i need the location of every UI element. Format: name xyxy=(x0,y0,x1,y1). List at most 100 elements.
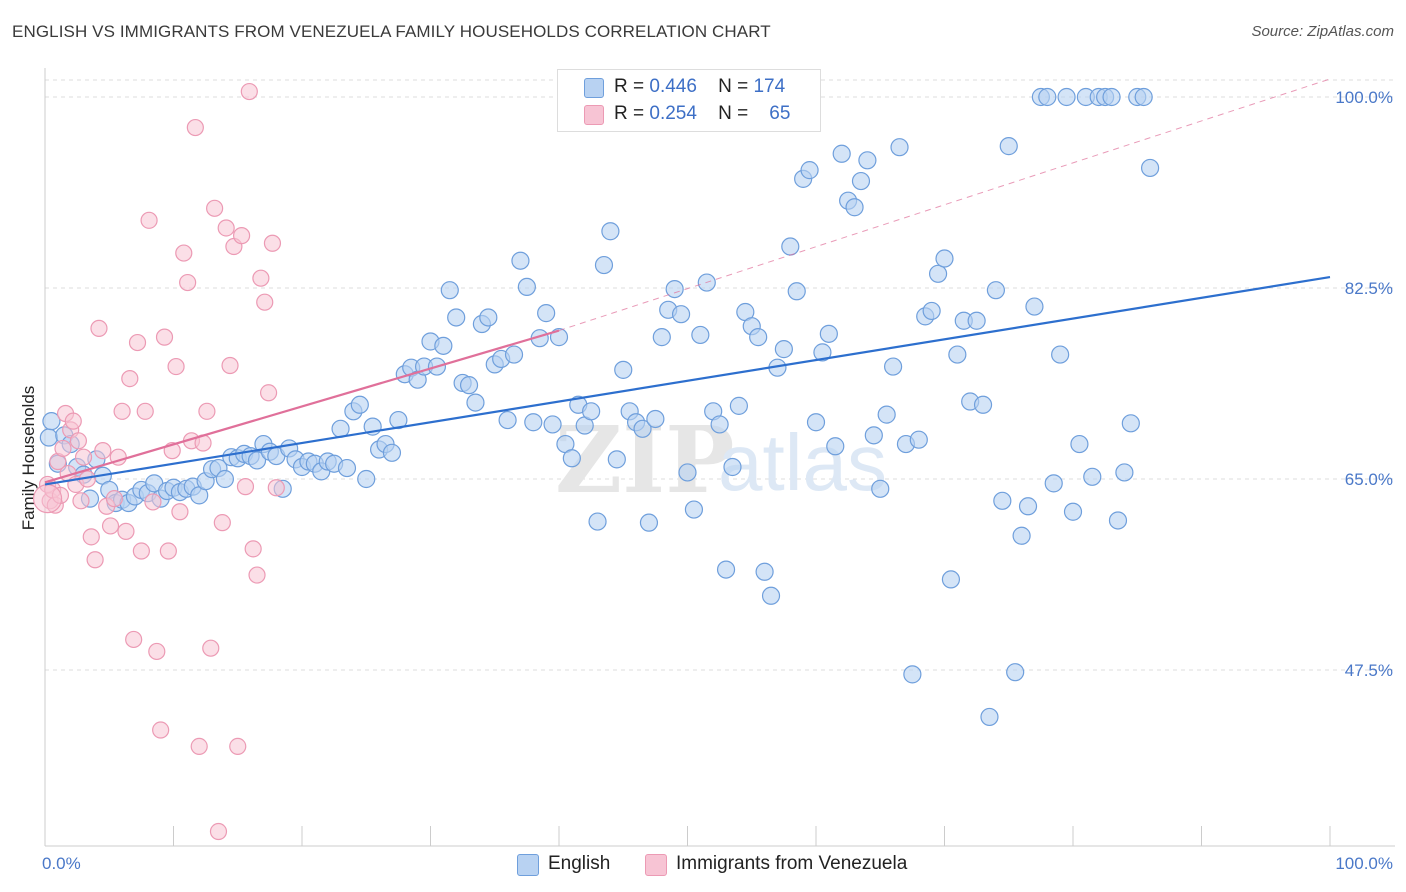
english-point xyxy=(479,308,498,327)
legend-r-label: R = xyxy=(614,103,645,124)
venezuela-point xyxy=(101,517,120,535)
venezuela-point xyxy=(152,721,170,739)
legend-swatch-venezuela xyxy=(584,105,604,125)
english-point xyxy=(447,308,466,327)
venezuela-point xyxy=(190,737,208,756)
english-point xyxy=(1134,87,1153,107)
trend-line-venezuela-extension xyxy=(558,78,1331,332)
english-point xyxy=(1108,511,1128,530)
venezuela-point xyxy=(128,333,147,352)
english-point xyxy=(890,138,909,157)
english-point xyxy=(980,707,999,727)
english-point xyxy=(1051,345,1070,364)
english-point xyxy=(871,479,890,498)
english-point xyxy=(877,405,896,424)
english-point xyxy=(594,255,614,275)
chart-title: ENGLISH VS IMMIGRANTS FROM VENEZUELA FAM… xyxy=(12,22,771,41)
venezuela-point xyxy=(186,118,204,137)
venezuela-point xyxy=(72,492,90,510)
legend-swatch-english xyxy=(584,78,604,98)
watermark: ZIP atlas xyxy=(555,406,887,514)
english-point xyxy=(941,570,961,589)
trend-lines xyxy=(44,78,1331,486)
english-point xyxy=(665,279,684,299)
venezuela-point xyxy=(144,493,162,511)
venezuela-point xyxy=(171,503,189,521)
venezuela-point xyxy=(69,432,88,450)
english-point xyxy=(562,449,581,468)
venezuela-point xyxy=(159,542,177,560)
venezuela-point xyxy=(94,442,112,460)
english-point xyxy=(1018,497,1038,516)
english-point xyxy=(607,450,626,469)
english-point xyxy=(819,324,838,343)
watermark-atlas: atlas xyxy=(718,418,887,507)
y-tick-label: 82.5% xyxy=(1345,279,1393,298)
y-tick-label: 65.0% xyxy=(1345,470,1393,489)
english-point xyxy=(601,222,620,241)
x-tick-label: 0.0% xyxy=(42,854,81,873)
legend-r-value: 0.446 xyxy=(649,76,697,97)
legend-text-english: R = 0.446 N = 174 xyxy=(614,76,785,98)
venezuela-point xyxy=(240,82,258,101)
venezuela-point xyxy=(198,402,216,420)
bottom-legend-swatch-english xyxy=(517,854,539,876)
legend-n-value: 174 xyxy=(753,76,786,97)
venezuela-point xyxy=(229,737,247,756)
english-point xyxy=(967,311,986,330)
english-point xyxy=(382,443,402,462)
venezuela-point xyxy=(179,273,197,292)
english-point xyxy=(813,343,832,362)
english-point xyxy=(755,562,774,581)
english-point xyxy=(543,415,562,434)
series-english xyxy=(39,87,1160,727)
venezuela-point xyxy=(121,369,139,388)
english-point xyxy=(582,402,601,421)
venezuela-point xyxy=(221,356,239,375)
english-point xyxy=(787,282,806,301)
venezuela-point xyxy=(155,328,174,346)
legend-n-label: N = xyxy=(718,103,749,124)
english-point xyxy=(537,304,556,323)
bottom-legend-label-english: English xyxy=(548,853,611,874)
english-point xyxy=(851,171,871,191)
series-venezuela xyxy=(32,82,285,841)
venezuela-point xyxy=(263,234,282,252)
english-point xyxy=(588,512,607,531)
english-point xyxy=(247,451,267,470)
venezuela-point xyxy=(132,542,150,560)
legend-r-label: R = xyxy=(614,76,645,97)
legend: R = 0.446 N = 174 R = 0.254 N = 65 xyxy=(557,69,821,132)
english-point xyxy=(1140,158,1160,178)
trend-line-english xyxy=(44,275,1331,486)
venezuela-point xyxy=(233,227,251,245)
english-point xyxy=(1038,87,1057,107)
english-point xyxy=(504,345,524,364)
venezuela-point xyxy=(206,199,224,217)
english-point xyxy=(774,340,793,359)
english-point xyxy=(986,281,1006,300)
bottom-legend-swatch-venezuela xyxy=(645,854,667,876)
english-point xyxy=(524,413,543,432)
x-tick-labels: 0.0% 100.0% xyxy=(42,854,1393,873)
legend-n-label: N = xyxy=(718,76,749,97)
english-point xyxy=(671,305,691,324)
english-point xyxy=(1102,87,1121,107)
english-point xyxy=(639,513,659,532)
english-point xyxy=(1006,663,1025,682)
english-point xyxy=(749,328,768,347)
english-point xyxy=(459,376,479,395)
venezuela-point xyxy=(267,479,285,497)
english-point xyxy=(928,264,948,283)
english-point xyxy=(806,413,826,432)
english-point xyxy=(1063,502,1083,521)
english-point xyxy=(434,336,453,355)
english-point xyxy=(1083,467,1102,486)
venezuela-point xyxy=(117,522,135,540)
venezuela-point xyxy=(248,566,266,584)
english-point xyxy=(858,151,877,170)
english-point xyxy=(614,360,633,379)
trend-line-venezuela xyxy=(44,329,560,484)
y-tick-label: 100.0% xyxy=(1335,88,1393,107)
